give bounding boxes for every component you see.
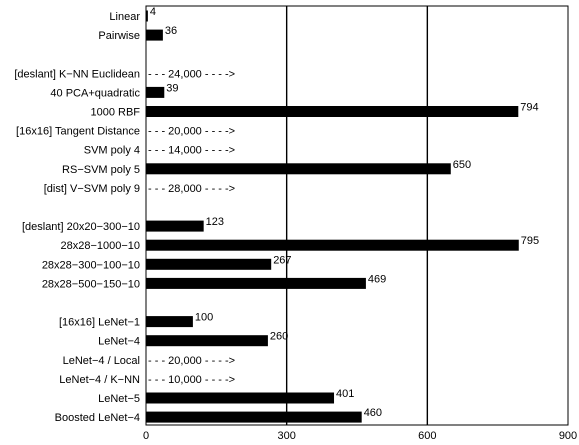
offscale-label-lenet-4-local: - - - 20,000 - - - -> (148, 355, 235, 367)
plot-frame (145, 5, 569, 426)
bar-linear (146, 10, 148, 22)
chart-gridlines (285, 6, 429, 425)
value-label-1000-rbf: 794 (520, 102, 538, 114)
chart-category-labels: Linear Pairwise [deslant] K−NN Euclidean 40… (14, 11, 140, 424)
bar-boosted-lenet-4 (146, 411, 362, 423)
offscale-label-dist-v-svm-poly-9: - - - 28,000 - - - -> (148, 183, 235, 195)
value-label-rs-svm-poly-5: 650 (453, 159, 471, 171)
chart-x-ticks: 0 300 600 900 (143, 430, 577, 442)
value-label-lenet-4: 260 (270, 331, 288, 343)
category-label-boosted-lenet-4: Boosted LeNet−4 (55, 412, 140, 424)
value-label-28x28-300-100-10: 267 (273, 254, 291, 266)
bar-16x16-lenet-1 (146, 316, 193, 328)
category-label-dist-v-svm-poly-9: [dist] V−SVM poly 9 (44, 183, 140, 195)
category-label-16x16-lenet-1: [16x16] LeNet−1 (59, 317, 140, 329)
bar-lenet-5 (146, 392, 335, 404)
value-label-28x28-500-150-10: 469 (368, 273, 386, 285)
category-label-rs-svm-poly-5: RS−SVM poly 5 (62, 164, 140, 176)
bar-rs-svm-poly-5 (146, 163, 451, 175)
bar-deslant-20x20-300-10 (146, 220, 204, 232)
category-label-lenet-4-k-nn: LeNet−4 / K−NN (59, 374, 140, 386)
bar-28x28-1000-10 (146, 239, 519, 251)
category-label-1000-rbf: 1000 RBF (90, 107, 140, 119)
value-label-16x16-lenet-1: 100 (195, 312, 213, 324)
category-label-deslant-20x20-300-10: [deslant] 20x20−300−10 (22, 221, 140, 233)
offscale-label-svm-poly-4: - - - 14,000 - - - -> (148, 145, 235, 157)
category-label-28x28-1000-10: 28x28−1000−10 (60, 240, 140, 252)
x-tick-label-900: 900 (559, 430, 577, 442)
x-tick-label-0: 0 (143, 430, 149, 442)
value-label-pairwise: 36 (165, 25, 177, 37)
value-label-boosted-lenet-4: 460 (364, 407, 382, 419)
bar-1000-rbf (146, 106, 519, 117)
bar-pairwise (146, 29, 163, 41)
bar-lenet-4 (146, 335, 268, 347)
category-label-deslant-k-nn-euclidean: [deslant] K−NN Euclidean (14, 68, 140, 80)
bar-28x28-300-100-10 (146, 258, 272, 270)
category-label-pairwise: Pairwise (98, 30, 140, 42)
category-label-lenet-4-local: LeNet−4 / Local (63, 355, 140, 367)
category-label-lenet-4: LeNet−4 (98, 336, 140, 348)
value-label-lenet-5: 401 (336, 388, 354, 400)
bar-40-pca-quadratic (146, 86, 165, 98)
value-label-deslant-20x20-300-10: 123 (206, 216, 224, 228)
category-label-40-pca-quadratic: 40 PCA+quadratic (50, 87, 140, 99)
category-label-16x16-tangent-distance: [16x16] Tangent Distance (16, 126, 140, 138)
offscale-label-deslant-k-nn-euclidean: - - - 24,000 - - - -> (148, 68, 235, 80)
bar-28x28-500-150-10 (146, 277, 366, 289)
x-tick-label-300: 300 (277, 430, 295, 442)
offscale-label-lenet-4-k-nn: - - - 10,000 - - - -> (148, 374, 235, 386)
offscale-label-16x16-tangent-distance: - - - 20,000 - - - -> (148, 126, 235, 138)
value-label-40-pca-quadratic: 39 (166, 82, 178, 94)
category-label-linear: Linear (109, 11, 140, 23)
value-label-28x28-1000-10: 795 (521, 235, 539, 247)
value-label-linear: 4 (150, 6, 156, 18)
x-tick-label-600: 600 (418, 430, 436, 442)
category-label-28x28-500-150-10: 28x28−500−150−10 (42, 278, 140, 290)
chart-value-labels: 4 36 - - - 24,000 - - - -> 39 794 - - - 20,00… (148, 6, 539, 419)
category-label-lenet-5: LeNet−5 (98, 393, 140, 405)
category-label-28x28-300-100-10: 28x28−300−100−10 (42, 259, 140, 271)
chart-bars (146, 10, 519, 423)
category-label-svm-poly-4: SVM poly 4 (84, 145, 140, 157)
